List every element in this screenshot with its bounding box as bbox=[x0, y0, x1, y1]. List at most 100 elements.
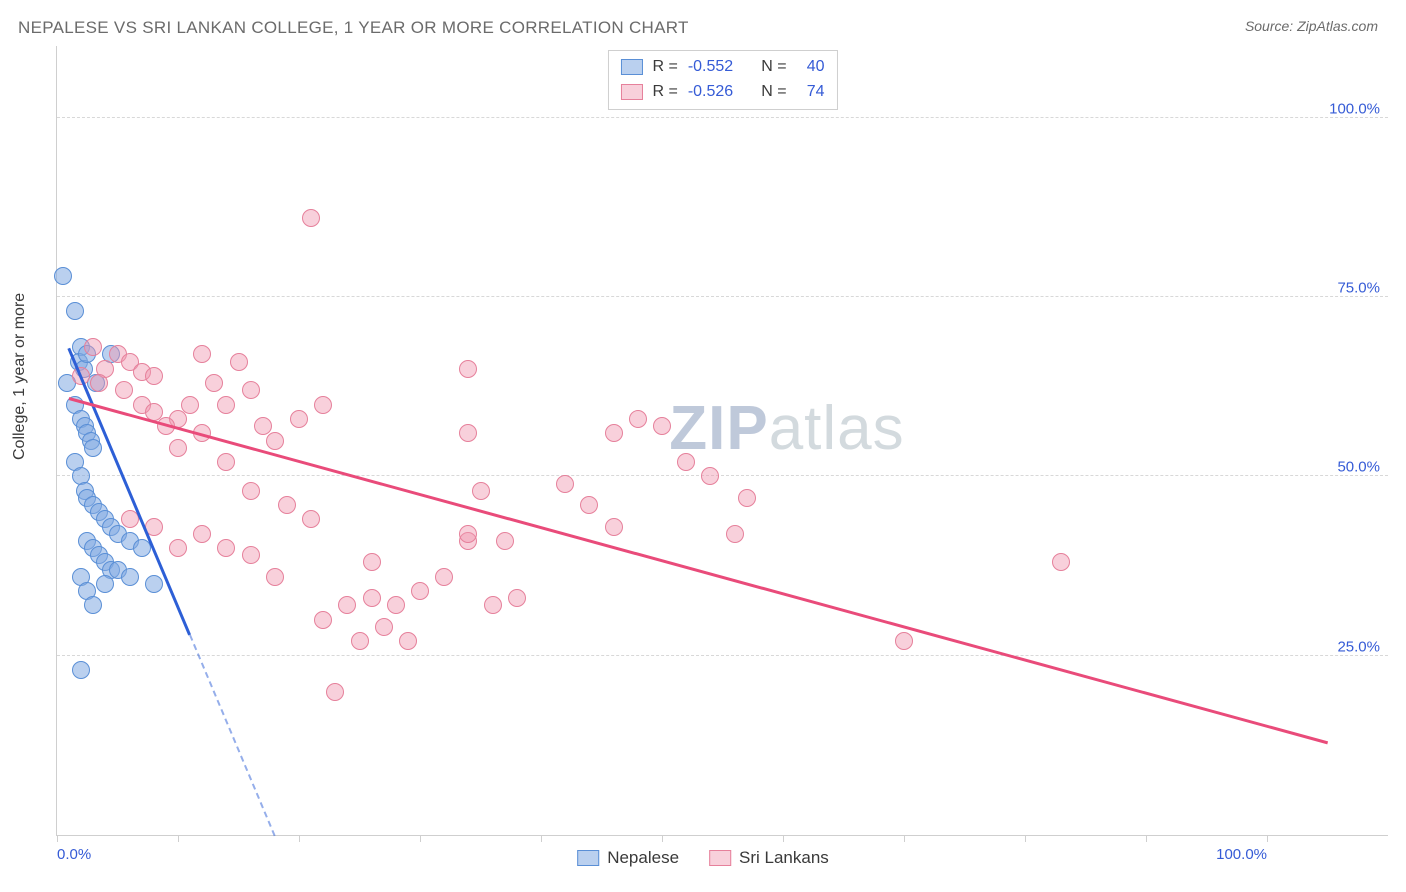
legend-item: Nepalese bbox=[577, 848, 679, 868]
grid-line bbox=[57, 117, 1388, 118]
x-tick-label: 100.0% bbox=[1216, 846, 1267, 863]
scatter-point bbox=[326, 683, 344, 701]
chart-header: NEPALESE VS SRI LANKAN COLLEGE, 1 YEAR O… bbox=[0, 0, 1406, 46]
legend-swatch bbox=[709, 850, 731, 866]
y-axis-label: College, 1 year or more bbox=[11, 293, 29, 460]
scatter-point bbox=[726, 525, 744, 543]
y-tick-label: 50.0% bbox=[1337, 459, 1380, 476]
scatter-point bbox=[230, 353, 248, 371]
scatter-point bbox=[169, 539, 187, 557]
legend-swatch bbox=[620, 59, 642, 75]
scatter-point bbox=[629, 410, 647, 428]
scatter-point bbox=[66, 302, 84, 320]
grid-line bbox=[57, 296, 1388, 297]
scatter-point bbox=[556, 475, 574, 493]
grid-line bbox=[57, 475, 1388, 476]
scatter-point bbox=[193, 525, 211, 543]
scatter-point bbox=[84, 338, 102, 356]
x-tick bbox=[420, 835, 421, 842]
scatter-point bbox=[508, 589, 526, 607]
scatter-point bbox=[472, 482, 490, 500]
x-tick bbox=[904, 835, 905, 842]
y-tick-label: 100.0% bbox=[1329, 100, 1380, 117]
scatter-point bbox=[90, 374, 108, 392]
scatter-point bbox=[351, 632, 369, 650]
r-label: R = bbox=[652, 80, 677, 105]
x-tick bbox=[541, 835, 542, 842]
scatter-point bbox=[459, 525, 477, 543]
n-value: 74 bbox=[797, 80, 825, 105]
scatter-point bbox=[375, 618, 393, 636]
scatter-point bbox=[314, 396, 332, 414]
scatter-point bbox=[242, 546, 260, 564]
scatter-point bbox=[278, 496, 296, 514]
chart-title: NEPALESE VS SRI LANKAN COLLEGE, 1 YEAR O… bbox=[18, 18, 689, 38]
legend-label: Sri Lankans bbox=[739, 848, 829, 868]
scatter-point bbox=[701, 467, 719, 485]
scatter-point bbox=[181, 396, 199, 414]
legend-label: Nepalese bbox=[607, 848, 679, 868]
legend-swatch bbox=[577, 850, 599, 866]
scatter-point bbox=[738, 489, 756, 507]
n-label: N = bbox=[761, 80, 786, 105]
scatter-point bbox=[96, 575, 114, 593]
scatter-point bbox=[54, 267, 72, 285]
regression-line bbox=[69, 397, 1328, 744]
scatter-point bbox=[145, 367, 163, 385]
scatter-point bbox=[496, 532, 514, 550]
scatter-point bbox=[302, 209, 320, 227]
r-value: -0.552 bbox=[688, 55, 733, 80]
scatter-point bbox=[411, 582, 429, 600]
n-label: N = bbox=[761, 55, 786, 80]
scatter-point bbox=[314, 611, 332, 629]
legend-stat-row: R = -0.526 N = 74 bbox=[620, 80, 824, 105]
watermark-atlas: atlas bbox=[769, 394, 905, 463]
y-tick-label: 25.0% bbox=[1337, 638, 1380, 655]
scatter-point bbox=[653, 417, 671, 435]
r-value: -0.526 bbox=[688, 80, 733, 105]
correlation-legend: R = -0.552 N = 40R = -0.526 N = 74 bbox=[607, 50, 837, 110]
scatter-point bbox=[72, 661, 90, 679]
scatter-point bbox=[115, 381, 133, 399]
scatter-point bbox=[121, 568, 139, 586]
x-tick-label: 0.0% bbox=[57, 846, 91, 863]
x-tick bbox=[662, 835, 663, 842]
scatter-point bbox=[217, 539, 235, 557]
scatter-point bbox=[290, 410, 308, 428]
x-tick bbox=[57, 835, 58, 842]
legend-swatch bbox=[620, 84, 642, 100]
scatter-point bbox=[266, 568, 284, 586]
scatter-point bbox=[84, 439, 102, 457]
scatter-point bbox=[133, 539, 151, 557]
x-tick bbox=[299, 835, 300, 842]
scatter-point bbox=[895, 632, 913, 650]
scatter-point bbox=[217, 396, 235, 414]
scatter-point bbox=[217, 453, 235, 471]
scatter-point bbox=[459, 424, 477, 442]
x-tick bbox=[1267, 835, 1268, 842]
grid-line bbox=[57, 655, 1388, 656]
scatter-point bbox=[1052, 553, 1070, 571]
n-value: 40 bbox=[797, 55, 825, 80]
legend-item: Sri Lankans bbox=[709, 848, 829, 868]
scatter-point bbox=[338, 596, 356, 614]
scatter-point bbox=[84, 596, 102, 614]
scatter-point bbox=[484, 596, 502, 614]
legend-stat-row: R =-0.552N =40 bbox=[620, 55, 824, 80]
scatter-point bbox=[242, 381, 260, 399]
scatter-point bbox=[399, 632, 417, 650]
series-legend: Nepalese Sri Lankans bbox=[577, 848, 829, 868]
scatter-point bbox=[169, 439, 187, 457]
scatter-point bbox=[387, 596, 405, 614]
x-tick bbox=[783, 835, 784, 842]
scatter-point bbox=[605, 424, 623, 442]
x-tick bbox=[1025, 835, 1026, 842]
y-tick-label: 75.0% bbox=[1337, 280, 1380, 297]
scatter-point bbox=[121, 510, 139, 528]
scatter-point bbox=[242, 482, 260, 500]
x-tick bbox=[1146, 835, 1147, 842]
scatter-point bbox=[363, 589, 381, 607]
scatter-point bbox=[205, 374, 223, 392]
scatter-point bbox=[266, 432, 284, 450]
scatter-point bbox=[193, 345, 211, 363]
